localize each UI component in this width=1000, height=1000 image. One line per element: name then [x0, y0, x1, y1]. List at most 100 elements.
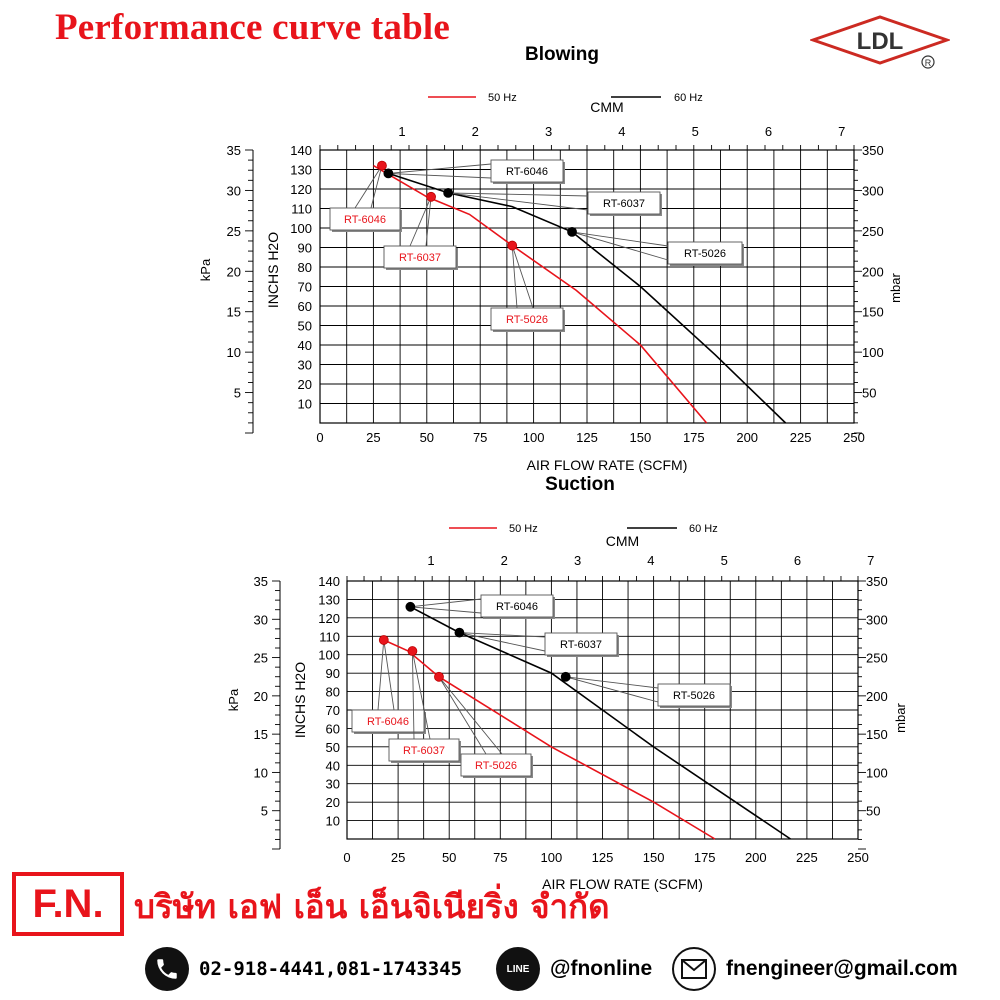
phone-number: 02-918-4441,081-1743345	[199, 958, 463, 980]
y-tick-label: 10	[326, 814, 340, 829]
model-point-marker	[405, 601, 416, 612]
legend-label: 60 Hz	[689, 523, 718, 535]
y-tick-label: 140	[290, 143, 312, 158]
line-id: @fnonline	[550, 957, 653, 980]
x-tick-label: 125	[576, 430, 598, 445]
kpa-tick-label: 15	[254, 727, 268, 742]
phone-icon	[145, 947, 189, 991]
x-tick-label: 125	[592, 850, 614, 865]
kpa-tick-label: 35	[227, 143, 241, 158]
model-point-marker	[560, 671, 571, 682]
x2-tick-label: 3	[545, 124, 552, 139]
kpa-tick-label: 25	[254, 651, 268, 666]
x-tick-label: 75	[473, 430, 487, 445]
x2-tick-label: 6	[765, 124, 772, 139]
fn-brand-text: F.N.	[32, 882, 104, 926]
callout-leader	[459, 632, 546, 652]
model-point-marker	[443, 187, 454, 198]
mbar-tick-label: 100	[862, 345, 884, 360]
y-tick-label: 90	[326, 666, 340, 681]
x-tick-label: 175	[683, 430, 705, 445]
x-tick-label: 150	[630, 430, 652, 445]
logo-text: LDL	[857, 28, 904, 55]
y-tick-label: 130	[318, 592, 340, 607]
y-tick-label: 110	[319, 629, 340, 644]
email-icon	[672, 947, 716, 991]
kpa-tick-label: 10	[254, 765, 268, 780]
x-tick-label: 200	[745, 850, 767, 865]
y-tick-label: 20	[326, 795, 340, 810]
callout-label: RT-6037	[560, 639, 602, 651]
kpa-tick-label: 20	[254, 689, 268, 704]
callout-leader	[377, 639, 395, 711]
company-name: บริษัท เอฟ เอ็น เอ็นจิเนียริ่ง จำกัด	[134, 887, 610, 926]
model-point-marker	[567, 226, 577, 237]
callout-leader	[388, 163, 492, 179]
y-tick-label: 40	[326, 758, 340, 773]
callout-label: RT-5026	[684, 248, 726, 260]
callout-box	[490, 307, 564, 331]
y-tick-label: 130	[290, 163, 312, 178]
kpa-axis-label: kPa	[198, 258, 213, 281]
callout-label: RT-6046	[496, 601, 538, 613]
mbar-tick-label: 150	[866, 727, 888, 742]
x-tick-label: 175	[694, 850, 716, 865]
x2-tick-label: 6	[794, 553, 801, 568]
mbar-tick-label: 250	[862, 224, 884, 239]
mbar-tick-label: 300	[866, 612, 888, 627]
kpa-tick-label: 30	[227, 183, 241, 198]
x-tick-label: 150	[643, 850, 665, 865]
ldl-logo: LDL R	[810, 15, 950, 69]
kpa-tick-label: 10	[227, 345, 241, 360]
x-tick-label: 250	[847, 850, 869, 865]
legend-label: 60 Hz	[674, 92, 703, 104]
x-tick-label: 0	[316, 430, 323, 445]
kpa-tick-label: 35	[254, 574, 268, 589]
kpa-axis-label: kPa	[226, 688, 241, 711]
x2-tick-label: 4	[647, 553, 654, 568]
callout-label: RT-5026	[673, 690, 715, 702]
x-tick-label: 0	[343, 850, 350, 865]
mbar-tick-label: 100	[866, 765, 888, 780]
page-title: Performance curve table	[55, 7, 450, 48]
x2-tick-label: 2	[472, 124, 479, 139]
series-line-60hz	[410, 606, 791, 840]
line-icon: LINE	[496, 947, 540, 991]
mbar-tick-label: 200	[866, 689, 888, 704]
x2-axis-label: CMM	[590, 99, 623, 115]
x-tick-label: 100	[541, 850, 563, 865]
y-tick-label: 90	[298, 241, 312, 256]
callout-leader	[448, 192, 589, 211]
kpa-tick-label: 20	[227, 264, 241, 279]
y-tick-label: 40	[298, 338, 312, 353]
x2-tick-label: 5	[721, 553, 728, 568]
y-axis-label: INCHS H2O	[265, 232, 281, 308]
x-tick-label: 200	[736, 430, 758, 445]
line-badge-text: LINE	[506, 963, 530, 975]
callout-label: RT-6046	[506, 166, 548, 178]
model-point-marker	[426, 191, 436, 202]
model-point-marker	[383, 168, 394, 179]
y-tick-label: 70	[298, 280, 312, 295]
kpa-tick-label: 25	[227, 224, 241, 239]
x2-tick-label: 1	[427, 553, 434, 568]
x2-tick-label: 5	[692, 124, 699, 139]
kpa-tick-label: 15	[227, 305, 241, 320]
callout-box	[657, 683, 731, 707]
legend-label: 50 Hz	[509, 523, 538, 535]
x-tick-label: 100	[523, 430, 545, 445]
callout-box	[480, 594, 554, 618]
phone-contact: 02-918-4441,081-1743345	[145, 945, 462, 993]
y-tick-label: 20	[298, 377, 312, 392]
legend-label: 50 Hz	[488, 92, 517, 104]
mbar-tick-label: 250	[866, 651, 888, 666]
mbar-axis-label: mbar	[893, 703, 908, 733]
y-tick-label: 120	[290, 182, 312, 197]
y-tick-label: 120	[318, 611, 340, 626]
x-tick-label: 50	[420, 430, 434, 445]
callout-label: RT-6037	[399, 252, 441, 264]
y-tick-label: 70	[326, 703, 340, 718]
callout-label: RT-6037	[603, 198, 645, 210]
mbar-axis-label: mbar	[888, 273, 903, 303]
